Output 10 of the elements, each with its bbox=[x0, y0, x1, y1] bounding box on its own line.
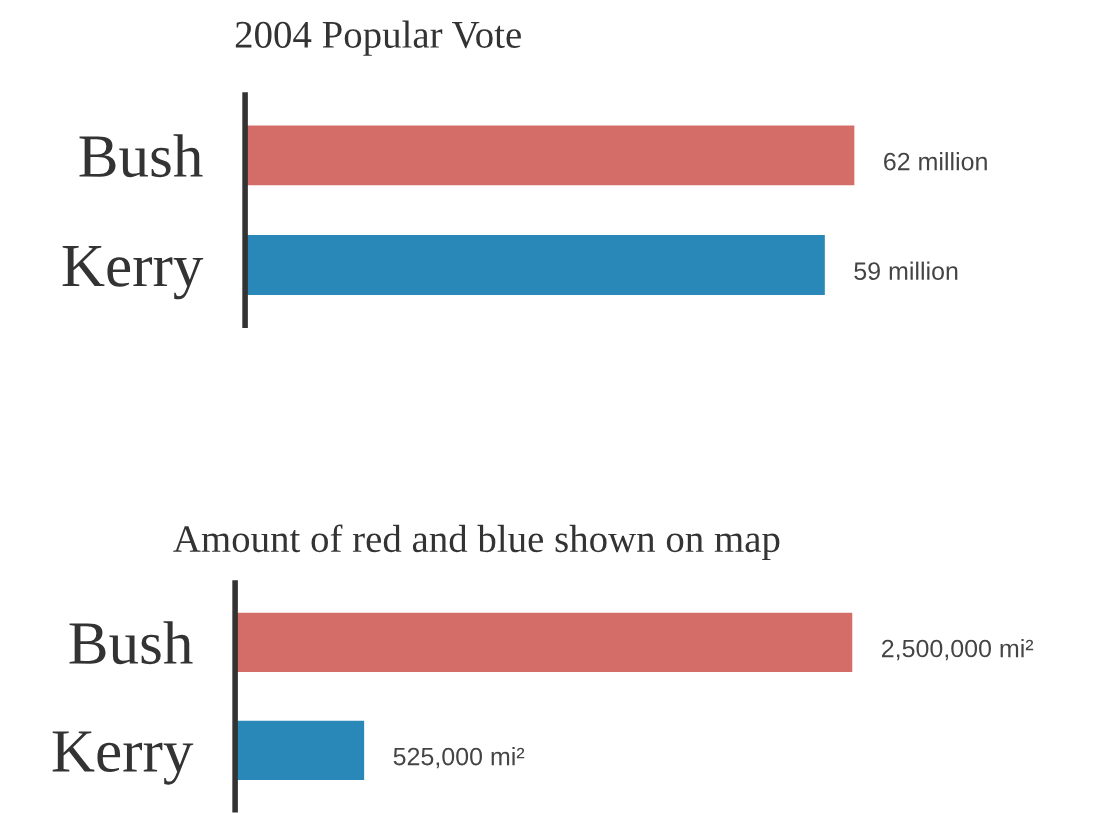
y-tick-label: Bush bbox=[79, 134, 203, 178]
data-label: 62 million bbox=[884, 152, 987, 171]
y-tick-label: Kerry bbox=[52, 731, 194, 785]
chart-title: Amount of red and blue shown on map bbox=[173, 524, 780, 561]
data-label: 2,500,000 mi² bbox=[882, 639, 1034, 661]
y-tick-label: Kerry bbox=[62, 246, 204, 300]
chart-title: 2004 Popular Vote bbox=[235, 20, 521, 56]
y-tick-label: Bush bbox=[69, 621, 193, 665]
data-label: 59 million bbox=[854, 261, 958, 280]
data-label: 525,000 mi² bbox=[393, 747, 525, 769]
